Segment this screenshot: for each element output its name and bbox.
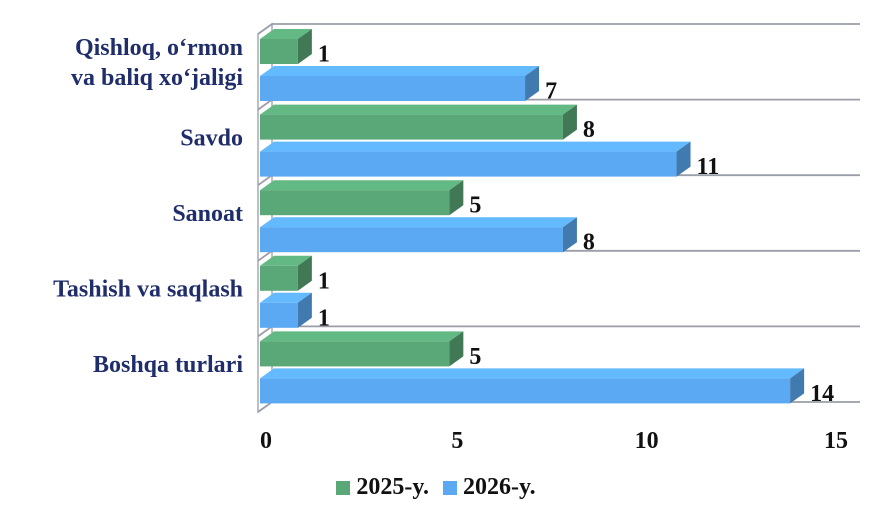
bar-side-face bbox=[790, 368, 805, 404]
category-label: Boshqa turlari bbox=[93, 352, 243, 378]
bar-top-face bbox=[260, 255, 312, 266]
category-label: va baliq xo‘jaligi bbox=[71, 65, 243, 91]
bar-side-face bbox=[449, 180, 464, 216]
bar bbox=[260, 190, 450, 216]
legend-item: 2026-y. bbox=[443, 474, 536, 501]
bar-top-face bbox=[260, 331, 464, 342]
data-label: 1 bbox=[318, 42, 330, 68]
data-label: 8 bbox=[583, 117, 595, 143]
data-label: 1 bbox=[318, 268, 330, 294]
gridline bbox=[257, 249, 860, 262]
chart-legend: 2025-y. 2026-y. bbox=[0, 474, 872, 501]
x-tick-label: 10 bbox=[635, 428, 659, 454]
bar bbox=[260, 76, 526, 101]
x-tick-label: 0 bbox=[260, 428, 272, 454]
data-label: 14 bbox=[810, 381, 834, 407]
x-tick-label: 15 bbox=[824, 428, 848, 454]
legend-label: 2025-y. bbox=[356, 474, 429, 500]
data-label: 1 bbox=[318, 305, 330, 331]
bar-top-face bbox=[260, 104, 577, 115]
legend-swatch bbox=[443, 480, 457, 495]
bar-top-face bbox=[260, 66, 540, 76]
bar-side-face bbox=[525, 66, 540, 101]
bar-side-face bbox=[449, 331, 464, 367]
bar bbox=[260, 378, 791, 404]
bar bbox=[260, 39, 298, 64]
bar-top-face bbox=[260, 292, 312, 303]
bar bbox=[260, 265, 298, 291]
bar-side-face bbox=[562, 104, 577, 140]
bar-top-face bbox=[260, 180, 464, 191]
bar-side-face bbox=[676, 141, 691, 177]
legend-swatch bbox=[336, 480, 351, 495]
bar-top-face bbox=[260, 217, 577, 228]
bar-side-face bbox=[297, 29, 312, 64]
data-label: 5 bbox=[469, 344, 481, 370]
data-label: 7 bbox=[545, 79, 557, 105]
category-label: Savdo bbox=[180, 125, 243, 151]
category-label: Tashish va saqlash bbox=[53, 277, 243, 303]
bar-top-face bbox=[260, 141, 691, 152]
category-label: Sanoat bbox=[172, 201, 243, 227]
bar bbox=[260, 302, 298, 328]
bar bbox=[260, 151, 677, 177]
gridline bbox=[257, 23, 860, 35]
bar-side-face bbox=[297, 292, 312, 328]
category-label: Qishloq, o‘rmon bbox=[75, 35, 243, 61]
bar-side-face bbox=[297, 255, 312, 291]
legend-item: 2025-y. bbox=[336, 474, 429, 501]
bar-top-face bbox=[260, 29, 312, 39]
data-label: 11 bbox=[697, 154, 720, 180]
bar-side-face bbox=[562, 217, 577, 253]
bar bbox=[260, 341, 450, 367]
legend-label: 2026-y. bbox=[463, 474, 536, 500]
data-label: 8 bbox=[583, 230, 595, 256]
gridline bbox=[257, 401, 860, 413]
bar bbox=[260, 227, 563, 253]
x-tick-label: 5 bbox=[451, 428, 463, 454]
data-label: 5 bbox=[469, 193, 481, 219]
bar-top-face bbox=[260, 368, 805, 379]
bar bbox=[260, 114, 563, 140]
